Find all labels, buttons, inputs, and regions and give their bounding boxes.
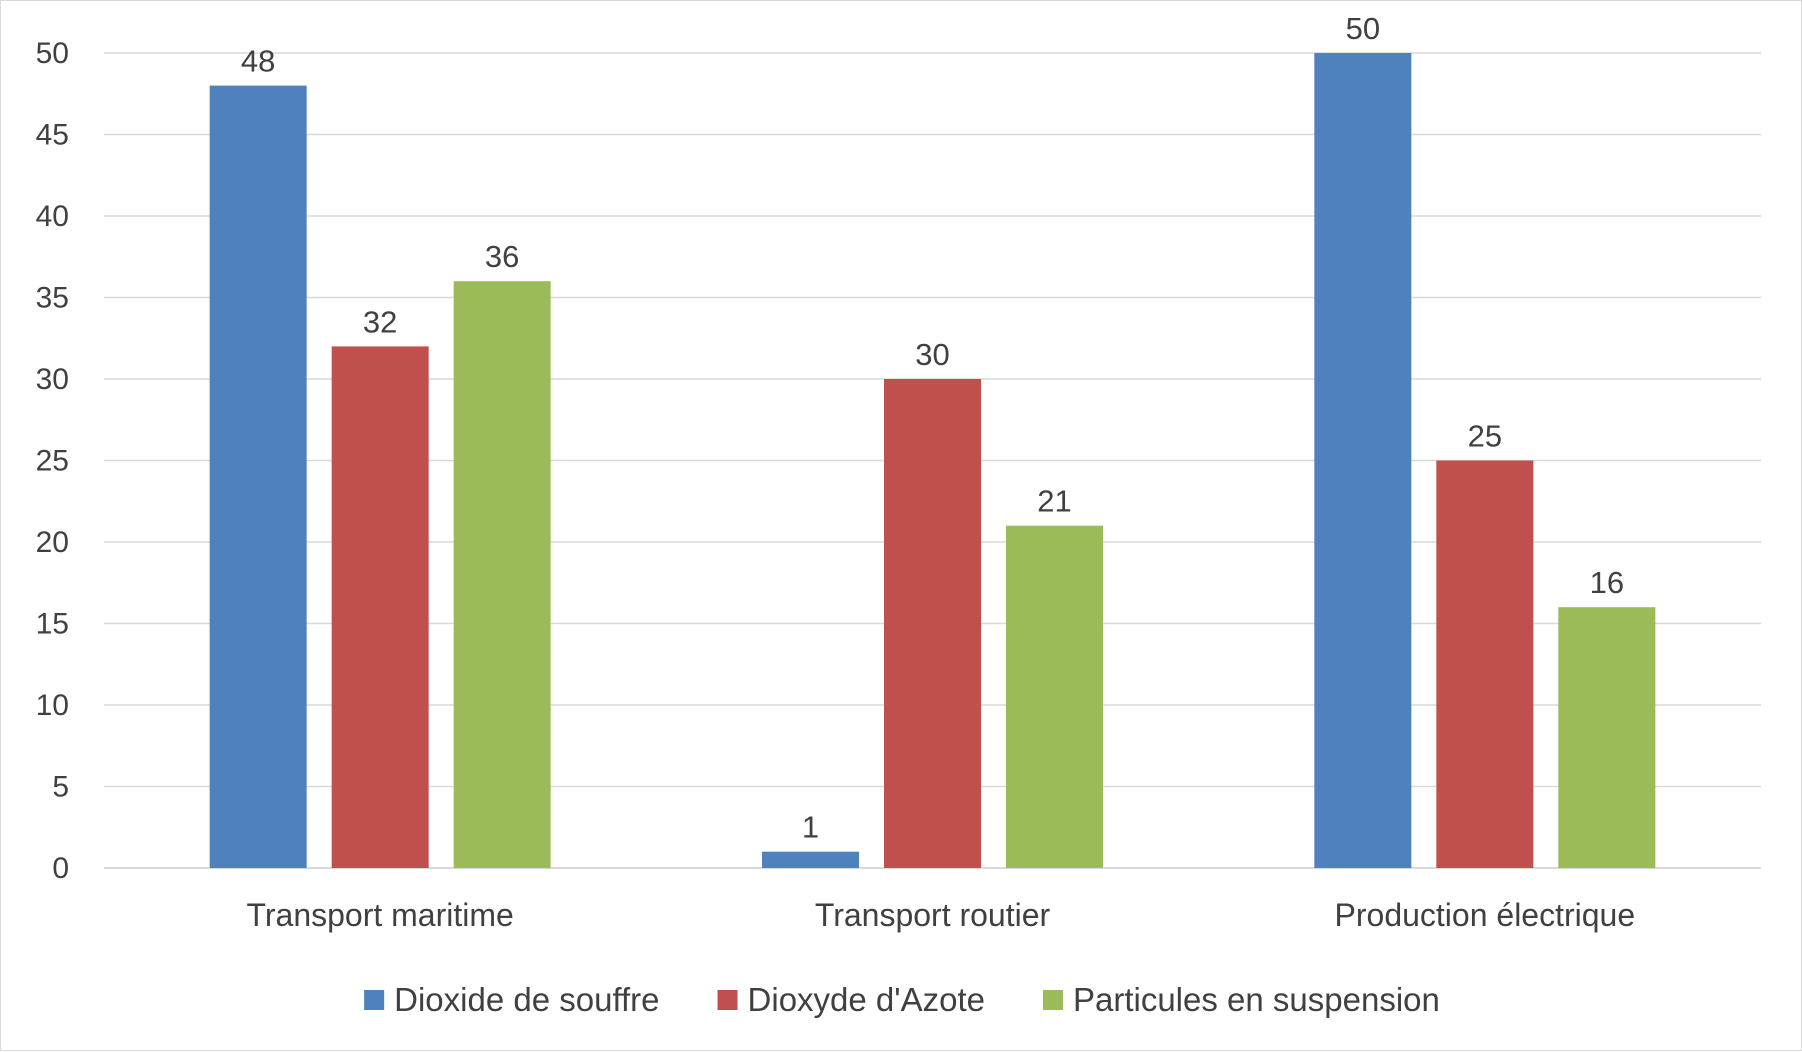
bar: [1558, 607, 1656, 868]
data-label: 21: [1037, 484, 1071, 519]
bar: [1006, 525, 1103, 868]
y-tick-label: 0: [52, 852, 69, 885]
legend-label: Particules en suspension: [1073, 981, 1440, 1018]
bar: [762, 851, 859, 868]
legend-swatch: [1042, 990, 1063, 1010]
legend-swatch: [717, 990, 738, 1010]
y-tick-label: 40: [36, 200, 69, 233]
bar: [884, 379, 981, 868]
data-label: 48: [241, 44, 275, 79]
data-label: 50: [1346, 11, 1380, 46]
y-tick-label: 5: [52, 771, 69, 804]
y-tick-label: 10: [36, 689, 69, 722]
bar: [331, 346, 429, 868]
legend: Dioxide de souffre Dioxyde d'Azote Particu…: [364, 981, 1440, 1018]
category-label: Production électrique: [1335, 897, 1636, 933]
y-tick-label: 20: [36, 526, 69, 559]
legend-label: Dioxide de souffre: [394, 981, 659, 1018]
y-tick-label: 30: [36, 363, 69, 396]
y-tick-label: 35: [36, 282, 69, 315]
bar: [1436, 460, 1534, 868]
data-label: 1: [802, 810, 819, 845]
x-axis-categories: Transport maritime Transport routier Produ…: [247, 897, 1636, 933]
data-label: 32: [363, 304, 397, 339]
bar: [1314, 53, 1412, 868]
data-labels: 48 32 36 1 30 21 50 25 16: [241, 11, 1624, 845]
data-label: 16: [1590, 565, 1624, 600]
y-tick-label: 15: [36, 608, 69, 641]
bar: [453, 281, 551, 868]
bar: [209, 85, 307, 869]
data-label: 25: [1468, 419, 1502, 454]
category-label: Transport maritime: [247, 897, 514, 933]
legend-label: Dioxyde d'Azote: [748, 981, 985, 1018]
bars: [209, 53, 1656, 869]
y-tick-label: 45: [36, 119, 69, 152]
legend-swatch: [364, 990, 385, 1010]
y-axis-ticks: 0 5 10 15 20 25 30 35 40 45 50: [36, 37, 69, 885]
category-label: Transport routier: [815, 897, 1051, 933]
data-label: 30: [915, 337, 949, 372]
y-tick-label: 25: [36, 445, 69, 478]
y-tick-label: 50: [36, 37, 69, 70]
data-label: 36: [485, 239, 519, 274]
